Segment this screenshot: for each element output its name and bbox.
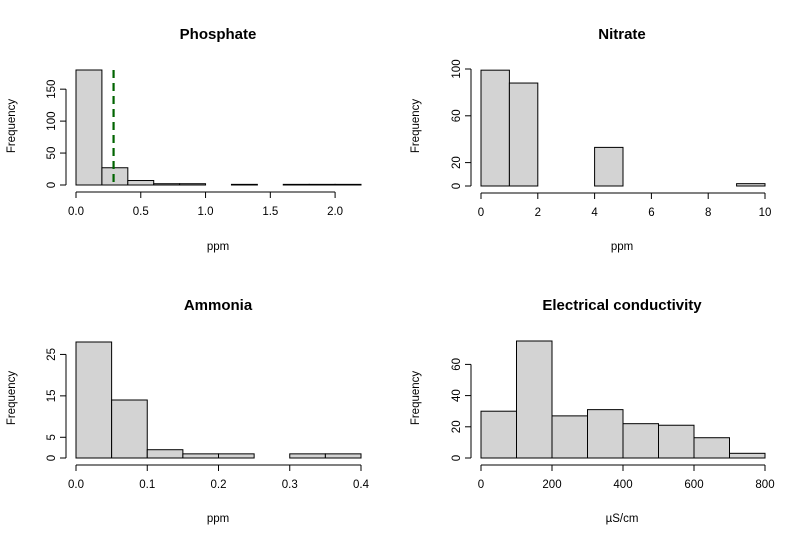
y-axis-label: Frequency xyxy=(6,371,18,426)
x-tick-label: 0.0 xyxy=(68,479,84,491)
y-tick-label: 25 xyxy=(46,348,58,361)
x-tick-label: 2 xyxy=(535,207,541,219)
y-tick-label: 5 xyxy=(46,434,58,440)
x-axis-label: µS/cm xyxy=(606,513,639,525)
x-tick-label: 1.0 xyxy=(198,206,214,218)
y-tick-label: 20 xyxy=(451,420,463,433)
y-tick-label: 50 xyxy=(46,147,58,160)
histogram-bar xyxy=(508,82,539,187)
chart-title: Nitrate xyxy=(598,26,646,43)
x-tick-label: 0.5 xyxy=(133,206,149,218)
histogram-bar xyxy=(729,452,766,459)
x-tick-label: 6 xyxy=(648,207,654,219)
panel-electrical-conductivity: Electrical conductivity µS/cm Frequency … xyxy=(410,297,775,525)
x-tick-label: 200 xyxy=(542,479,561,491)
histogram-bar xyxy=(127,180,155,186)
x-tick-label: 400 xyxy=(613,479,632,491)
histogram-bar xyxy=(658,424,695,459)
histogram-bar xyxy=(594,146,624,187)
y-axis-label: Frequency xyxy=(410,99,422,154)
x-tick-label: 8 xyxy=(705,207,711,219)
y-tick-label: 0 xyxy=(46,182,58,188)
histogram-bar xyxy=(230,183,258,186)
histogram-bar xyxy=(179,183,207,186)
histogram-bar xyxy=(480,410,517,459)
chart-title: Phosphate xyxy=(180,26,257,43)
histogram-bar xyxy=(324,453,362,459)
histogram-bar xyxy=(153,183,181,186)
histogram-bar xyxy=(693,437,730,459)
histogram-bar xyxy=(308,183,336,186)
histogram-bar xyxy=(182,453,219,459)
y-axis-label: Frequency xyxy=(410,371,422,426)
histogram-bar xyxy=(101,167,129,186)
x-tick-label: 0 xyxy=(478,207,484,219)
y-tick-label: 20 xyxy=(451,156,463,169)
x-tick-label: 4 xyxy=(591,207,598,219)
y-tick-label: 0 xyxy=(451,455,463,461)
y-axis-label: Frequency xyxy=(6,99,18,154)
x-axis-label: ppm xyxy=(207,241,229,253)
x-tick-label: 0.4 xyxy=(353,479,370,491)
x-tick-label: 10 xyxy=(759,207,772,219)
histogram-bar xyxy=(622,423,659,459)
y-tick-label: 60 xyxy=(451,109,463,122)
histogram-bar xyxy=(587,409,624,459)
chart-title: Ammonia xyxy=(184,297,253,314)
y-tick-label: 100 xyxy=(451,59,463,78)
x-axis-label: ppm xyxy=(207,513,229,525)
x-tick-label: 0.2 xyxy=(211,479,227,491)
histogram-bar xyxy=(480,69,510,187)
x-tick-label: 600 xyxy=(684,479,703,491)
histogram-bar xyxy=(289,453,326,459)
x-tick-label: 0.0 xyxy=(68,206,84,218)
y-tick-label: 150 xyxy=(46,80,58,99)
histogram-bar xyxy=(146,449,184,459)
x-tick-label: 1.5 xyxy=(262,206,278,218)
histogram-bar xyxy=(551,415,588,459)
y-tick-label: 100 xyxy=(46,112,58,131)
histogram-bar xyxy=(516,340,553,459)
y-tick-label: 40 xyxy=(451,389,463,402)
histogram-bar xyxy=(75,341,113,459)
x-tick-label: 0 xyxy=(478,479,484,491)
y-tick-label: 0 xyxy=(46,455,58,461)
x-tick-label: 0.1 xyxy=(139,479,155,491)
histogram-bar xyxy=(334,183,362,186)
y-tick-label: 60 xyxy=(451,358,463,371)
histogram-bar xyxy=(111,399,148,459)
panel-phosphate: Phosphate ppm Frequency 0.0 0.5 1.0 1.5 2.0 0… xyxy=(6,26,362,253)
x-tick-label: 2.0 xyxy=(327,206,343,218)
histogram-bar xyxy=(75,69,103,186)
histogram-bar xyxy=(218,453,255,459)
x-axis-label: ppm xyxy=(611,241,633,253)
panel-ammonia: Ammonia ppm Frequency 0.0 0.1 0.2 0.3 0.4 0 5 1… xyxy=(6,297,370,525)
y-tick-label: 0 xyxy=(451,183,463,189)
x-tick-label: 0.3 xyxy=(282,479,298,491)
histogram-bar xyxy=(736,183,766,187)
histogram-bar xyxy=(282,183,310,186)
y-tick-label: 15 xyxy=(46,389,58,402)
x-tick-label: 800 xyxy=(755,479,774,491)
chart-title: Electrical conductivity xyxy=(542,297,702,314)
